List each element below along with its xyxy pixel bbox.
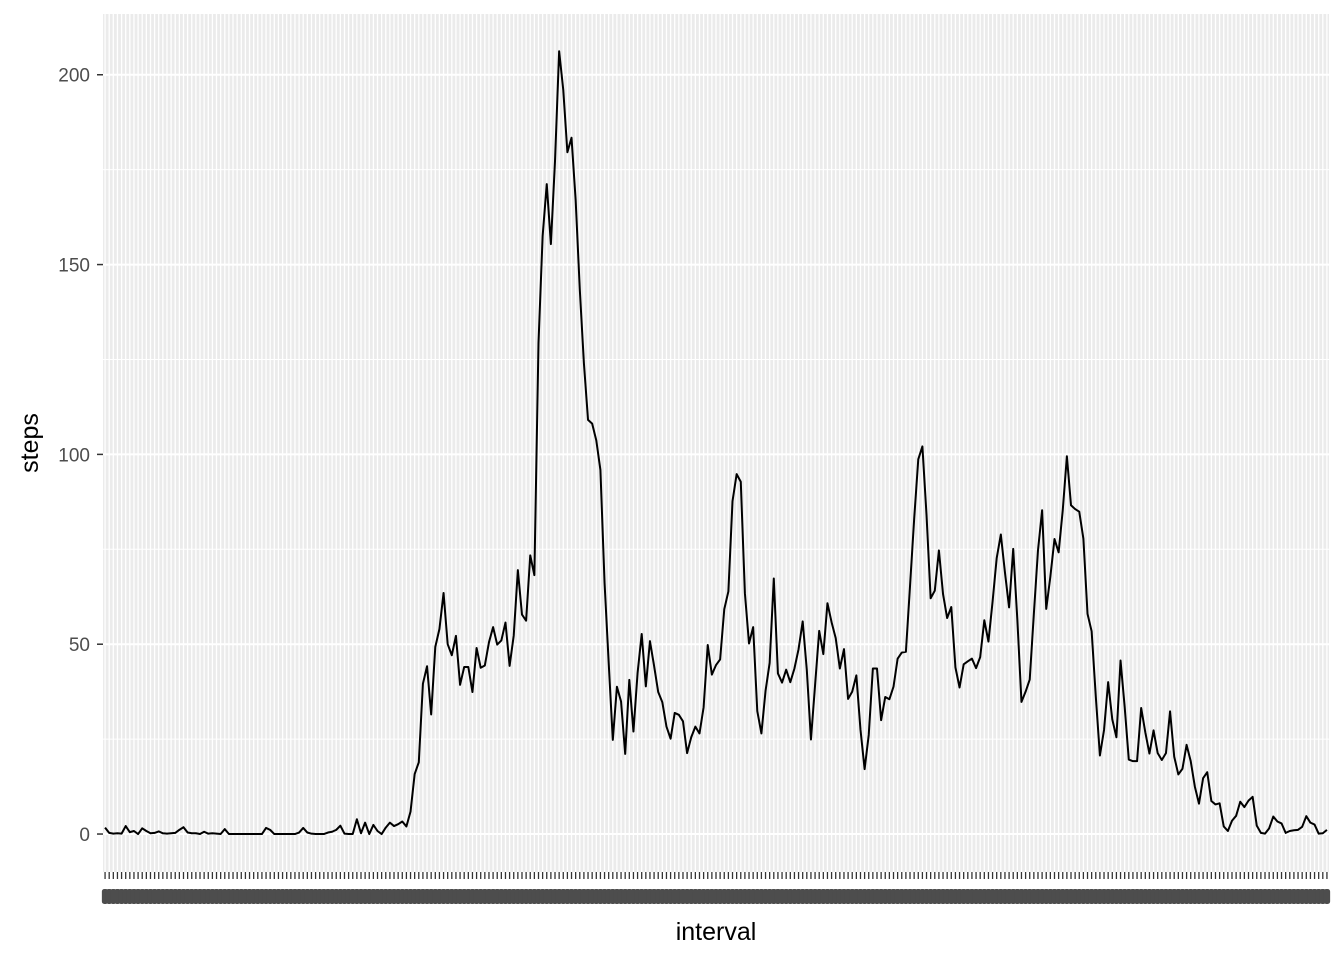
y-tick-label: 200 bbox=[58, 66, 90, 87]
y-tick-label: 0 bbox=[79, 825, 90, 846]
vertical-gridlines bbox=[104, 14, 1328, 872]
steps-series-line bbox=[104, 50, 1328, 836]
x-axis bbox=[104, 872, 1328, 879]
x-tick-label bbox=[1323, 889, 1331, 904]
y-tick-label: 150 bbox=[58, 256, 90, 277]
x-tick-labels bbox=[101, 889, 1331, 904]
x-axis-title: interval bbox=[676, 918, 757, 946]
y-axis: 0 50 100 150 200 bbox=[58, 66, 103, 846]
y-axis-title: steps bbox=[16, 413, 44, 473]
y-tick-label: 50 bbox=[69, 635, 90, 656]
y-tick-label: 100 bbox=[58, 445, 90, 466]
